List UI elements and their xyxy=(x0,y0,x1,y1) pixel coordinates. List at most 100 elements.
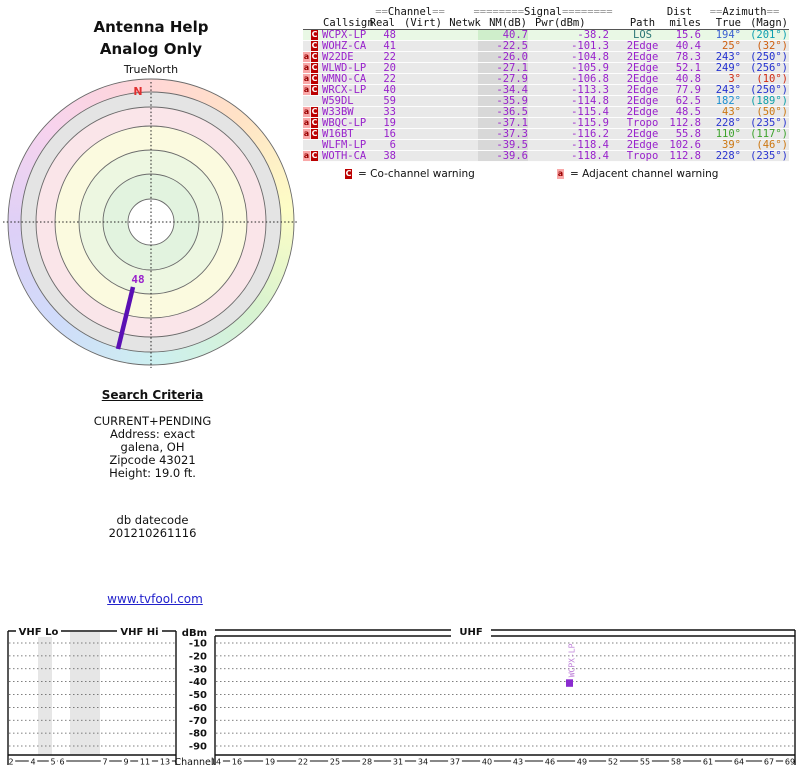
distance-miles: 55.8 xyxy=(675,128,701,140)
table-row: a C WOTH-CA 38 -39.6 -118.4 Tropo 112.8 228° (235… xyxy=(303,151,789,162)
uhf-label: UHF xyxy=(459,627,482,638)
power-dbm: -114.8 xyxy=(571,95,609,107)
channel-axis-label: Channel xyxy=(174,757,213,768)
signal-path: 2Edge xyxy=(626,62,659,74)
vhf-chart-border xyxy=(7,630,177,765)
station-callsign: WLWD-LP xyxy=(322,62,367,74)
channel-tick-label: 28 xyxy=(362,758,372,767)
distance-miles: 102.6 xyxy=(669,139,701,151)
col-netwk: Netwk xyxy=(449,17,481,29)
vhf-hi-label: VHF Hi xyxy=(120,627,158,638)
station-callsign: W16BT xyxy=(322,128,354,140)
spectrum-chart: -10-20 -30 -40 -50 -60 -70 -80 -90 dBm VHF Lo VHF … xyxy=(7,624,796,768)
spacer xyxy=(609,74,618,84)
azimuth-magnetic: (235°) xyxy=(750,150,788,162)
signal-path: Tropo xyxy=(626,117,659,129)
azimuth-magnetic: (250°) xyxy=(750,84,788,96)
co-channel-warning-icon: C xyxy=(345,169,352,179)
noise-margin-db: -39.5 xyxy=(478,140,528,151)
azimuth-magnetic: (46°) xyxy=(756,139,788,151)
dbm-axis-label: dBm xyxy=(182,628,207,639)
distance-miles: 78.3 xyxy=(675,51,701,63)
channel-real: 41 xyxy=(383,40,396,52)
search-criteria-line: Height: 19.0 ft. xyxy=(109,466,196,480)
channel-virtual xyxy=(396,96,446,106)
station-callsign: WOHZ-CA xyxy=(322,40,367,52)
channel-tick-label: 40 xyxy=(482,758,492,767)
channel-tick-label: 4 xyxy=(30,758,35,767)
power-dbm: -116.2 xyxy=(571,128,609,140)
signal-marker-bar xyxy=(566,679,573,687)
table-row: aC WCPX-LP 48 40.7 -38.2 LOS 15.6 194° (201°) xyxy=(303,30,789,41)
channel-tick-label: 46 xyxy=(545,758,555,767)
azimuth-magnetic: (235°) xyxy=(750,117,788,129)
power-dbm: -104.8 xyxy=(571,51,609,63)
azimuth-magnetic: (256°) xyxy=(750,62,788,74)
azimuth-magnetic: (50°) xyxy=(756,106,788,118)
noise-margin-db: -27.9 xyxy=(478,74,528,85)
station-callsign: W33BW xyxy=(322,106,354,118)
tvfool-link[interactable]: www.tvfool.com xyxy=(107,592,203,606)
azimuth-true: 3° xyxy=(728,73,741,85)
co-channel-warning-icon: C xyxy=(311,118,318,128)
adjacent-warning-icon: a xyxy=(303,74,310,84)
distance-miles: 62.5 xyxy=(675,95,701,107)
table-row: aC WOHZ-CA 41 -22.5 -101.3 2Edge 40.4 25° (32°) xyxy=(303,41,789,52)
signal-path: LOS xyxy=(633,29,652,41)
vhf-lo-label: VHF Lo xyxy=(19,627,59,638)
channel-real: 33 xyxy=(383,106,396,118)
table-column-header: Callsign Real (Virt) Netwk NM(dB) Pwr(dB… xyxy=(303,18,789,30)
db-datecode-label: db datecode xyxy=(116,513,189,527)
power-dbm: -113.3 xyxy=(571,84,609,96)
channel-virtual xyxy=(396,107,446,117)
power-dbm: -38.2 xyxy=(577,29,609,41)
station-callsign: WRCX-LP xyxy=(322,84,367,96)
channel-real: 48 xyxy=(383,29,396,41)
vhf-hi-label-bg xyxy=(117,624,162,637)
power-dbm: -118.4 xyxy=(571,150,609,162)
channel-group-header: ==Channel== xyxy=(375,6,445,18)
co-channel-warning-icon: C xyxy=(311,30,318,40)
azimuth-radar-plot: TrueNorth 48 N xyxy=(1,60,301,372)
search-criteria-lines: CURRENT+PENDING Address: exact galena, OH Z… xyxy=(0,415,305,480)
channel-tick-label: 67 xyxy=(764,758,774,767)
noise-margin-db: 40.7 xyxy=(478,30,528,41)
shaded-band xyxy=(38,632,52,755)
dbm-tick-label: -80 xyxy=(189,729,207,740)
adjacent-channel-warning-text: = Adjacent channel warning xyxy=(570,168,719,180)
network xyxy=(446,85,478,95)
spacer xyxy=(609,118,618,128)
channel-tick-label: 49 xyxy=(577,758,587,767)
signal-path: 2Edge xyxy=(626,73,659,85)
noise-margin-db: -36.5 xyxy=(478,107,528,118)
channel-tick-label: 5 xyxy=(50,758,55,767)
distance-miles: 48.5 xyxy=(675,106,701,118)
channel-virtual xyxy=(396,118,446,128)
noise-margin-db: -37.1 xyxy=(478,118,528,129)
azimuth-true: 228° xyxy=(715,150,741,162)
station-callsign: WLFM-LP xyxy=(322,139,367,151)
signal-path: 2Edge xyxy=(626,95,659,107)
channel-virtual xyxy=(396,151,446,161)
power-dbm: -105.9 xyxy=(571,62,609,74)
adjacent-channel-warning-icon: a xyxy=(557,169,564,179)
dist-group-header: Dist xyxy=(666,6,693,18)
station-callsign: W22DE xyxy=(322,51,354,63)
col-virt: (Virt) xyxy=(404,17,442,29)
warning-flags: aC xyxy=(303,30,318,40)
co-channel-warning-icon: C xyxy=(311,74,318,84)
azimuth-true: 228° xyxy=(715,117,741,129)
azimuth-magnetic: (201°) xyxy=(750,29,788,41)
vhf-lo-label-bg xyxy=(16,624,61,637)
channel-tick-label: 13 xyxy=(160,758,170,767)
true-north-label: TrueNorth xyxy=(123,63,179,76)
signal-path: 2Edge xyxy=(626,139,659,151)
channel-tick-label: 69 xyxy=(785,758,795,767)
station-callsign: WCPX-LP xyxy=(322,29,367,41)
azimuth-true: 25° xyxy=(722,40,741,52)
legend-co-channel: C = Co-channel warning xyxy=(345,168,475,180)
azimuth-magnetic: (32°) xyxy=(756,40,788,52)
dbm-tick-label: -20 xyxy=(189,651,207,662)
azimuth-true: 182° xyxy=(715,95,741,107)
